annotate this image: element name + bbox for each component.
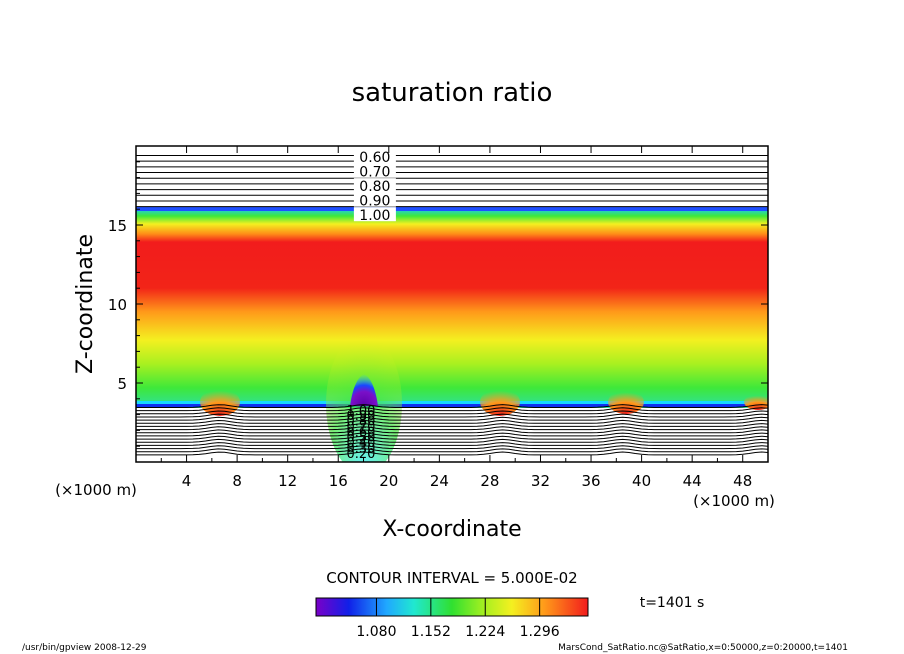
contour-label: 0.90 <box>359 194 390 210</box>
colorbar-tick-label: 1.152 <box>411 624 451 640</box>
x-tick-label: 44 <box>683 472 702 490</box>
central-plume <box>350 374 378 406</box>
contour-line <box>136 429 768 434</box>
contour-label: 1.00 <box>359 208 390 224</box>
y-tick-label: 10 <box>108 296 127 314</box>
contour-interval-text: CONTOUR INTERVAL = 5.000E-02 <box>326 569 577 587</box>
contour-label: 0.80 <box>347 415 376 430</box>
x-tick-label: 16 <box>329 472 348 490</box>
contour-label: 0.30 <box>347 441 376 456</box>
contour-label: 0.50 <box>347 431 376 446</box>
contour-label: 0.40 <box>347 436 376 451</box>
contour-line <box>136 404 768 408</box>
contour-line <box>136 426 768 431</box>
contour-line <box>136 448 768 453</box>
x-tick-label: 8 <box>232 472 242 490</box>
x-unit-right: (×1000 m) <box>693 492 775 510</box>
y-tick-label: 15 <box>108 217 127 235</box>
contour-label: 0.20 <box>347 447 376 462</box>
contour-label: 0.90 <box>347 409 376 424</box>
contour-line <box>136 407 768 412</box>
contour-label: 0.80 <box>359 179 390 195</box>
y-axis: 5 10 15 <box>108 161 768 447</box>
contour-line <box>136 419 768 424</box>
contour-label-bg <box>353 163 396 178</box>
x-tick-label: 48 <box>733 472 752 490</box>
plot-area <box>136 146 768 462</box>
filled-contour-band <box>136 208 768 408</box>
contour-label: 0.60 <box>347 425 376 440</box>
x-tick-label: 32 <box>531 472 550 490</box>
lower-contour-labels: 1.000.900.800.700.600.500.400.300.20 <box>347 404 376 462</box>
upper-dark-band <box>136 207 768 211</box>
x-tick-label: 4 <box>182 472 192 490</box>
cloud-bump <box>608 390 644 414</box>
contour-label: 1.00 <box>347 404 376 419</box>
contour-line <box>136 451 768 456</box>
y-tick-label: 5 <box>117 375 127 393</box>
lower-contour-lines <box>136 404 768 456</box>
x-tick-label: 40 <box>632 472 651 490</box>
upper-contour-labels: 0.600.700.800.901.00 <box>353 149 396 224</box>
contour-line <box>136 438 768 443</box>
y-axis-label: Z-coordinate <box>73 234 98 374</box>
x-tick-label: 12 <box>278 472 297 490</box>
x-tick-label: 24 <box>430 472 449 490</box>
contour-line <box>136 423 768 427</box>
upper-contour-lines <box>136 154 768 208</box>
footer-left: /usr/bin/gpview 2008-12-29 <box>22 643 147 653</box>
cloud-bump <box>200 388 240 416</box>
x-unit-left: (×1000 m) <box>55 481 137 499</box>
colorbar-tick-label: 1.080 <box>356 624 396 640</box>
x-tick-label: 20 <box>379 472 398 490</box>
lower-blue-band <box>136 404 768 407</box>
footer-right: MarsCond_SatRatio.nc@SatRatio,x=0:50000,… <box>558 643 848 653</box>
chart-title: saturation ratio <box>352 78 553 108</box>
contour-label-bg <box>353 178 396 193</box>
colorbar-tick-label: 1.224 <box>465 624 505 640</box>
contour-line <box>136 442 768 446</box>
x-axis: 4 8 12 16 20 24 28 32 36 40 44 48 <box>160 146 752 490</box>
contour-line <box>136 410 768 415</box>
x-tick-label: 36 <box>581 472 600 490</box>
contour-label: 0.70 <box>359 165 390 181</box>
contour-label: 0.70 <box>347 420 376 435</box>
contour-label-bg <box>353 149 396 164</box>
contour-line <box>136 432 768 437</box>
colorbar <box>315 597 589 617</box>
colorbar-ticks: 1.080 1.152 1.224 1.296 <box>356 598 560 640</box>
contour-line <box>136 413 768 418</box>
colorbar-tick-label: 1.296 <box>520 624 560 640</box>
contour-line <box>136 445 768 450</box>
contour-label-bg <box>353 207 396 222</box>
contour-line <box>136 416 768 421</box>
x-axis-label: X-coordinate <box>382 517 521 542</box>
x-tick-label: 28 <box>480 472 499 490</box>
time-label: t=1401 s <box>640 595 705 611</box>
contour-label-bg <box>353 192 396 207</box>
contour-label: 0.60 <box>359 150 390 166</box>
contour-line <box>136 435 768 440</box>
